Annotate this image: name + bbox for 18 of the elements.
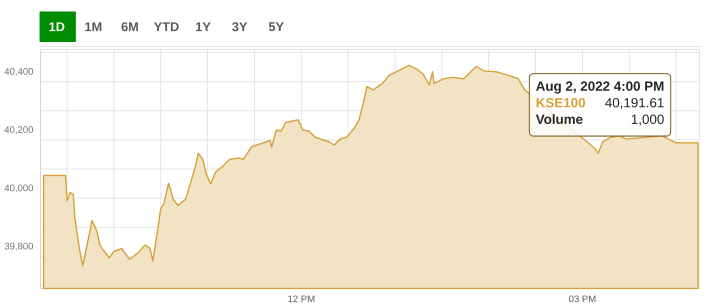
text: 1Y [196,22,211,32]
y-tick-label: 40,000 [4,184,34,193]
y-tick-label: 40,400 [4,68,34,76]
y-tick-label: 39,800 [4,242,34,251]
annotation: KSE100 [536,98,585,108]
annotation: 1,000 [632,114,664,126]
text: 6M [122,22,138,32]
text: 5Y [268,22,284,32]
y-tick-label: 40,200 [4,126,34,134]
text: 3Y [232,22,248,32]
text: YTD [154,22,179,32]
x-tick-label: 12 PM [288,296,314,302]
x-tick-label: 03 PM [568,296,596,302]
annotation: Aug 2, 2022 4:00 PM [536,82,664,94]
text: 1D [49,22,64,32]
text: 1M [85,22,102,32]
annotation: Volume [536,114,583,124]
annotation: 40,191.61 [605,98,664,110]
